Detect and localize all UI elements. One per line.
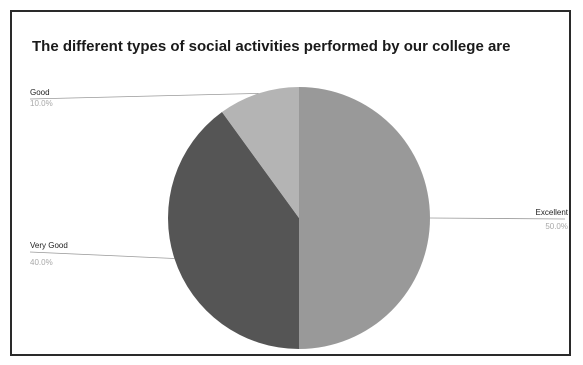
- chart-title: The different types of social activities…: [32, 38, 511, 55]
- pie-slice-very-good: [168, 112, 299, 350]
- leader-lines: [29, 93, 566, 259]
- leader-line-excellent: [429, 217, 566, 220]
- leader-line-very-good: [29, 251, 175, 259]
- slice-percent-very-good: 40.0%: [30, 258, 53, 267]
- slice-labels: Good 10.0% Excellent 50.0% Very Good 40.…: [30, 88, 569, 267]
- slice-percent-excellent: 50.0%: [545, 222, 568, 231]
- pie-slice-excellent: [299, 87, 430, 349]
- slice-label-good: Good: [30, 88, 50, 97]
- slice-percent-good: 10.0%: [30, 99, 53, 108]
- pie-slice-good: [222, 87, 299, 218]
- leader-line-good: [29, 93, 259, 100]
- slice-label-very-good: Very Good: [30, 241, 68, 250]
- pie-slices: [168, 87, 430, 350]
- slice-label-excellent: Excellent: [536, 208, 569, 217]
